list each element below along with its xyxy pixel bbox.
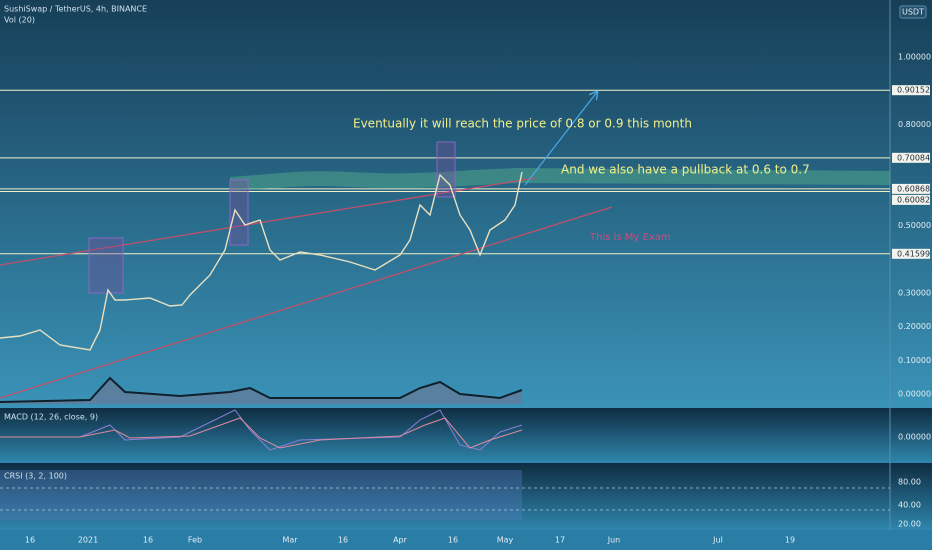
level-badge [892, 152, 930, 163]
trendline-lower [0, 206, 613, 399]
time-label: Feb [188, 536, 202, 545]
price-axis: 1.00000 0.80000 0.50000 0.30000 0.20000 0.100… [898, 53, 931, 399]
level-badge [892, 248, 930, 259]
ma-band [230, 168, 890, 191]
macd-pane [0, 408, 932, 463]
volume-ma [0, 376, 523, 403]
time-label: Jun [607, 536, 621, 545]
time-axis [0, 530, 932, 550]
time-label: Jul [712, 536, 723, 545]
price-tick: 0.20000 [898, 322, 931, 331]
time-label: 16 [338, 536, 348, 545]
level-label: 0.60868 [897, 184, 930, 193]
crsi-title: CRSI (3, 2, 100) [4, 472, 67, 481]
volume [0, 378, 522, 404]
currency-badge [899, 5, 927, 19]
levels: 0.90152 0.70084 0.60868 0.60082 0.41599 [0, 85, 930, 259]
price-tick: 0.00000 [898, 390, 931, 399]
volume-label: Vol (20) [4, 16, 35, 25]
crsi-tick: 40.00 [898, 501, 921, 510]
macd-zero: 0.00000 [898, 433, 931, 442]
annotation: This is My Exam [589, 232, 671, 243]
price-tick: 0.30000 [898, 288, 931, 297]
annotation: And we also have a pullback at 0.6 to 0.… [561, 163, 810, 177]
time-label: 19 [785, 536, 795, 545]
currency: USDT [902, 8, 924, 17]
annotation: Eventually it will reach the price of 0.… [353, 117, 692, 131]
level-label: 0.41599 [897, 249, 930, 258]
time-label: Apr [393, 536, 408, 545]
symbol: SushiSwap / TetherUS, 4h, BINANCE [4, 5, 147, 14]
time-label: 17 [555, 536, 565, 545]
price-tick: 0.10000 [898, 356, 931, 365]
time-label: May [497, 536, 514, 545]
box [229, 179, 249, 246]
time-label: Mar [282, 536, 298, 545]
price-line [0, 171, 523, 351]
box [88, 237, 124, 294]
level-badge [892, 183, 930, 194]
level-label: 0.70084 [897, 153, 930, 162]
crsi-tick: 80.00 [898, 478, 921, 487]
crsi-axis: 80.00 40.00 20.00 [898, 478, 921, 529]
level-badge [892, 194, 930, 205]
level-label: 0.60082 [897, 195, 930, 204]
time-label: 16 [25, 536, 35, 545]
crsi-band [0, 470, 522, 520]
price-tick: 1.00000 [898, 53, 931, 62]
macd-title: MACD (12, 26, close, 9) [4, 413, 98, 422]
time-label: 16 [448, 536, 458, 545]
level-badge [892, 85, 930, 96]
time-label: 2021 [78, 536, 98, 545]
time-labels: 16 2021 16 Feb Mar 16 Apr 16 May 17 Jun Jul 19 [25, 536, 795, 545]
crsi-pane [0, 463, 932, 530]
box [436, 141, 456, 198]
price-tick: 0.50000 [898, 221, 931, 230]
price-tick: 0.80000 [898, 120, 931, 129]
time-label: 16 [143, 536, 153, 545]
arrow [524, 92, 597, 186]
signal-line [0, 417, 523, 449]
level-label: 0.90152 [897, 86, 930, 95]
main-pane [0, 0, 932, 408]
crsi-tick: 20.00 [898, 520, 921, 529]
